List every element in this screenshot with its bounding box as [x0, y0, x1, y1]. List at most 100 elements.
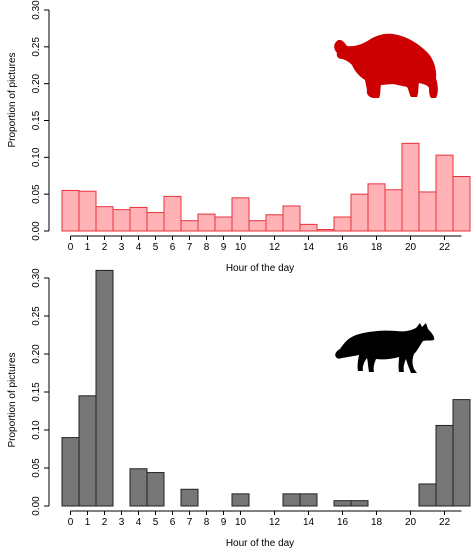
x-tick-label: 6 [170, 517, 176, 528]
bar [95, 269, 114, 507]
x-tick-label: 1 [85, 517, 91, 528]
x-tick-label: 7 [187, 517, 193, 528]
x-tick-label: 3 [119, 517, 125, 528]
x-tick-label: 10 [235, 517, 247, 528]
bar [78, 395, 97, 507]
wolf-silhouette-icon [335, 323, 435, 373]
bar-group [61, 142, 471, 232]
y-tick-label: 0.00 [31, 496, 42, 516]
bar [180, 220, 199, 232]
bar [316, 229, 335, 232]
bar [418, 483, 437, 507]
y-tick-label: 0.05 [31, 458, 42, 478]
bar-group [61, 269, 471, 507]
x-tick-label: 12 [269, 517, 281, 528]
x-tick-label: 10 [235, 242, 247, 253]
x-tick-label: 22 [439, 517, 451, 528]
bar [350, 193, 369, 232]
y-tick-label: 0.05 [31, 184, 42, 204]
bar [180, 488, 199, 507]
bar [95, 206, 114, 232]
bar [265, 214, 284, 232]
y-axis-title: Proportion of pictures [7, 52, 18, 147]
y-tick-label: 0.30 [31, 268, 42, 288]
x-tick-label: 5 [153, 517, 159, 528]
x-axis-title: Hour of the day [226, 538, 294, 549]
x-tick-label: 5 [153, 242, 159, 253]
bear-silhouette-icon [334, 33, 438, 99]
x-tick-label: 22 [439, 242, 451, 253]
y-axis: 0.00 0.05 0.10 0.15 0.20 0.25 0.30 [31, 268, 50, 516]
x-tick-label: 8 [204, 517, 210, 528]
x-tick-label: 1 [85, 242, 91, 253]
x-tick-label: 12 [269, 242, 281, 253]
x-tick-label: 4 [136, 517, 142, 528]
y-tick-label: 0.00 [31, 221, 42, 241]
x-tick-label: 16 [337, 242, 349, 253]
x-tick-label: 9 [221, 517, 227, 528]
bar [452, 175, 471, 232]
x-tick-label: 0 [68, 242, 74, 253]
bar [248, 220, 267, 232]
bar [435, 154, 454, 232]
x-tick-label: 2 [102, 517, 108, 528]
x-tick-label: 4 [136, 242, 142, 253]
y-tick-label: 0.10 [31, 147, 42, 167]
x-axis-title: Hour of the day [226, 263, 294, 274]
y-axis-title: Proportion of pictures [7, 352, 18, 447]
x-tick-label: 18 [371, 242, 383, 253]
bar [78, 190, 97, 232]
y-tick-label: 0.25 [31, 306, 42, 326]
bar [146, 212, 165, 232]
bar [333, 500, 352, 507]
x-tick-label: 14 [303, 517, 315, 528]
y-tick-label: 0.20 [31, 73, 42, 93]
bar [129, 206, 148, 232]
x-tick-label: 20 [405, 517, 417, 528]
x-tick-label: 14 [303, 242, 315, 253]
bar [333, 216, 352, 232]
bar [299, 493, 318, 507]
bar [418, 191, 437, 232]
bar [282, 493, 301, 507]
x-tick-label: 0 [68, 517, 74, 528]
x-tick-label: 16 [337, 517, 349, 528]
bar [452, 399, 471, 507]
bar [112, 209, 131, 232]
x-tick-label: 8 [204, 242, 210, 253]
y-tick-label: 0.15 [31, 382, 42, 402]
bar [61, 189, 80, 232]
bar [282, 205, 301, 232]
y-tick-label: 0.15 [31, 110, 42, 130]
y-tick-label: 0.25 [31, 37, 42, 57]
bar [197, 213, 216, 232]
bar [384, 189, 403, 232]
bar [435, 424, 454, 507]
x-tick-label: 3 [119, 242, 125, 253]
x-tick-label: 7 [187, 242, 193, 253]
bar [61, 437, 80, 507]
x-tick-label: 6 [170, 242, 176, 253]
x-axis: 0 1 2 3 4 5 6 7 8 9 10 12 14 16 18 20 22 [68, 235, 462, 253]
bar [231, 493, 250, 507]
x-axis: 0 1 2 3 4 5 6 7 8 9 10 12 14 16 18 20 22 [68, 510, 462, 528]
y-tick-label: 0.10 [31, 420, 42, 440]
bar [367, 183, 386, 232]
y-tick-label: 0.20 [31, 344, 42, 364]
bar [163, 195, 182, 232]
x-tick-label: 2 [102, 242, 108, 253]
bar [146, 472, 165, 507]
y-tick-label: 0.30 [31, 0, 42, 20]
y-axis: 0.00 0.05 0.10 0.15 0.20 0.25 0.30 [31, 0, 50, 241]
bar [129, 468, 148, 507]
bar [214, 216, 233, 232]
bar [299, 223, 318, 232]
x-tick-label: 20 [405, 242, 417, 253]
x-tick-label: 9 [221, 242, 227, 253]
bar [231, 197, 250, 232]
x-tick-label: 18 [371, 517, 383, 528]
